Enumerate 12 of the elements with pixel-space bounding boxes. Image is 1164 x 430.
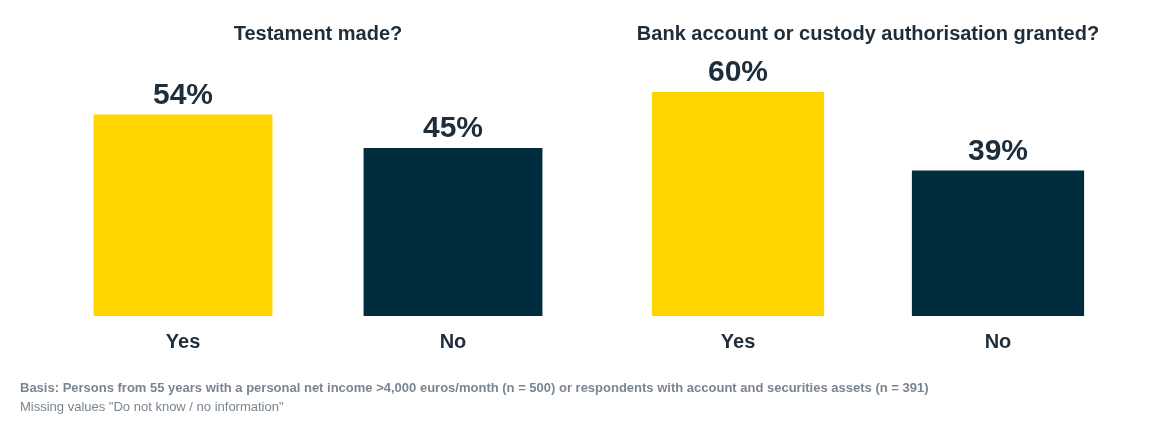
x-tick-label: No: [984, 329, 1012, 352]
data-label: 54%: [152, 76, 214, 110]
x-tick-label: No: [439, 329, 467, 352]
chart-title: Bank account or custody authorisation granted?: [636, 21, 1100, 44]
data-label: 39%: [967, 132, 1029, 166]
text: Basis: Persons from 55 years with a personal net income >4,000 euros/month (n = 500) or respondents with account and securities assets (n = 391): [20, 379, 930, 397]
x-tick-label: Yes: [165, 329, 201, 352]
x-tick-label: Yes: [720, 329, 756, 352]
data-label: 60%: [707, 54, 769, 88]
text: Missing values "Do not know / no information": [20, 398, 285, 416]
chart-title: Testament made?: [233, 21, 403, 44]
data-label: 45%: [422, 110, 484, 144]
